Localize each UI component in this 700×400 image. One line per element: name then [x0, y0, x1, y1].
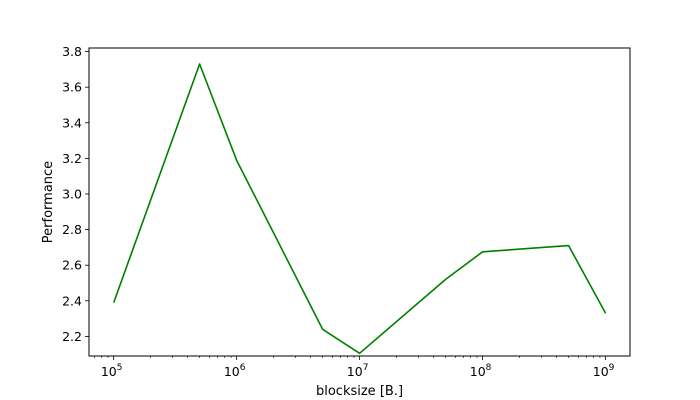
- series-line: [112, 63, 607, 355]
- x-tick-label: 106: [224, 363, 246, 379]
- y-axis-ticks: 2.2 2.4 2.6 2.8 3.0 3.2 3.4 3.6 3.8: [62, 44, 89, 344]
- plot-frame: [88, 47, 631, 357]
- x-tick-label-exponent: 7: [363, 363, 369, 373]
- x-tick-label-exponent: 9: [609, 363, 615, 373]
- y-tick-label: 3.2: [62, 151, 82, 166]
- y-tick-label: 2.8: [62, 222, 82, 237]
- x-tick-label-base: 10: [470, 364, 486, 379]
- x-tick-label-base: 10: [593, 364, 609, 379]
- y-tick-label: 2.4: [62, 293, 82, 308]
- x-tick-label: 109: [593, 363, 615, 379]
- x-axis-ticks: 105 106 107 108 109: [101, 356, 615, 379]
- x-tick-label: 108: [470, 363, 492, 379]
- y-tick-label: 3.8: [62, 44, 82, 59]
- x-tick-label-exponent: 5: [117, 363, 123, 373]
- y-tick-label: 2.2: [62, 329, 82, 344]
- y-tick-label: 2.6: [62, 258, 82, 273]
- y-tick-label: 3.6: [62, 80, 82, 95]
- x-tick-label-base: 10: [101, 364, 117, 379]
- x-tick-label: 107: [347, 363, 369, 379]
- x-tick-label: 105: [101, 363, 123, 379]
- y-axis-label: Performance: [41, 161, 56, 243]
- series-layer: [112, 63, 607, 355]
- x-tick-label-exponent: 8: [486, 363, 492, 373]
- x-tick-label-exponent: 6: [240, 363, 246, 373]
- x-axis-label: blocksize [B.]: [316, 384, 403, 399]
- x-tick-label-base: 10: [347, 364, 363, 379]
- y-tick-label: 3.0: [62, 186, 82, 201]
- x-tick-label-base: 10: [224, 364, 240, 379]
- y-tick-label: 3.4: [62, 115, 82, 130]
